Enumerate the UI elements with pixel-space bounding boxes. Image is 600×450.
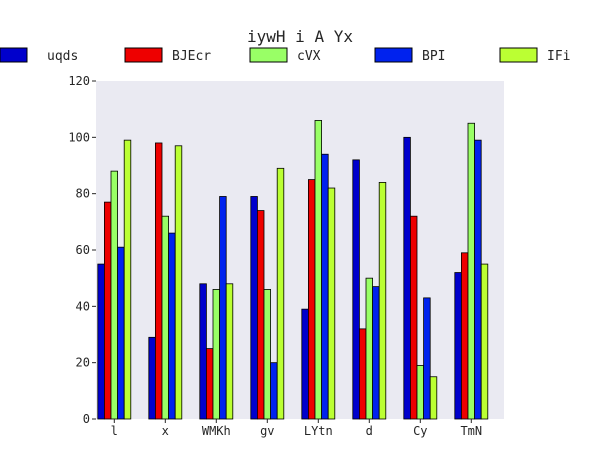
bar-uqds-Cy [403, 136, 411, 420]
bar-cVX-d [365, 277, 373, 420]
y-tick-label: 20 [76, 356, 90, 370]
bar-uqds-d [352, 159, 360, 420]
x-tick-label: WMKh [202, 424, 231, 438]
bar-BJEcr-d [358, 328, 367, 420]
legend-swatch-BPI [374, 47, 413, 63]
bar-IFi-WMKh [225, 283, 234, 420]
y-tick-label: 100 [68, 130, 90, 144]
bar-BPI-WMKh [219, 196, 227, 420]
bar-BPI-LYtn [321, 153, 329, 420]
y-tick-label: 120 [68, 74, 90, 88]
bar-BPI-gv [270, 362, 278, 420]
bar-BPI-Cy [423, 297, 431, 420]
bar-BPI-x [168, 232, 176, 420]
legend-label-BJEcr: BJEcr [172, 49, 211, 64]
legend-label-uqds: uqds [47, 49, 78, 64]
legend-label-BPI: BPI [422, 49, 445, 64]
legend-swatch-cVX [249, 47, 288, 63]
bar-BJEcr-Cy [409, 215, 418, 420]
bar-IFi-TmN [480, 263, 489, 420]
bar-uqds-x [148, 336, 156, 420]
bar-IFi-l [123, 139, 132, 420]
legend-swatch-uqds [0, 47, 28, 63]
legend-swatch-IFi [499, 47, 538, 63]
bar-uqds-l [97, 263, 105, 420]
bars [97, 120, 489, 420]
x-tick-label: Cy [413, 424, 427, 438]
y-tick-label: 80 [76, 187, 90, 201]
x-tick-label: gv [260, 424, 274, 438]
legend-label-IFi: IFi [547, 49, 570, 64]
bar-BPI-l [117, 246, 125, 420]
bar-IFi-Cy [429, 376, 438, 420]
y-axis: 0 20 40 60 80 100 120 [68, 74, 96, 426]
bar-IFi-LYtn [327, 187, 336, 420]
bar-IFi-x [174, 145, 183, 420]
bar-BPI-TmN [474, 139, 482, 420]
bar-uqds-gv [250, 196, 258, 420]
chart-title: iywH i A Yx [247, 27, 353, 46]
bar-uqds-TmN [454, 272, 462, 420]
legend-swatch-BJEcr [124, 47, 163, 63]
bar-BJEcr-WMKh [205, 348, 214, 420]
bar-cVX-WMKh [212, 289, 220, 420]
bar-cVX-x [161, 215, 169, 420]
x-tick-label: x [162, 424, 169, 438]
bar-cVX-TmN [467, 122, 475, 420]
bar-IFi-gv [276, 167, 285, 420]
legend: uqds BJEcr cVX BPI IFi [0, 47, 570, 64]
bar-BJEcr-gv [256, 210, 265, 420]
bar-BPI-d [372, 286, 380, 420]
x-tick-label: l [111, 424, 118, 438]
legend-label-cVX: cVX [297, 49, 321, 64]
bar-cVX-l [110, 170, 118, 420]
x-axis: l x WMKh gv LYtn d Cy TmN [111, 419, 482, 438]
x-tick-label: d [366, 424, 373, 438]
bar-BJEcr-l [104, 201, 112, 420]
bar-cVX-gv [263, 289, 271, 420]
bar-BJEcr-TmN [460, 252, 469, 420]
x-tick-label: TmN [460, 424, 482, 438]
bar-cVX-LYtn [314, 120, 322, 420]
y-tick-label: 60 [76, 243, 90, 257]
bar-BJEcr-LYtn [307, 179, 316, 420]
y-tick-label: 0 [83, 412, 90, 426]
x-tick-label: LYtn [304, 424, 333, 438]
bar-BJEcr-x [154, 142, 163, 420]
bar-cVX-Cy [416, 365, 424, 420]
y-tick-label: 40 [76, 299, 90, 313]
bar-IFi-d [378, 181, 387, 420]
bar-uqds-WMKh [199, 283, 207, 420]
bar-uqds-LYtn [301, 308, 309, 420]
